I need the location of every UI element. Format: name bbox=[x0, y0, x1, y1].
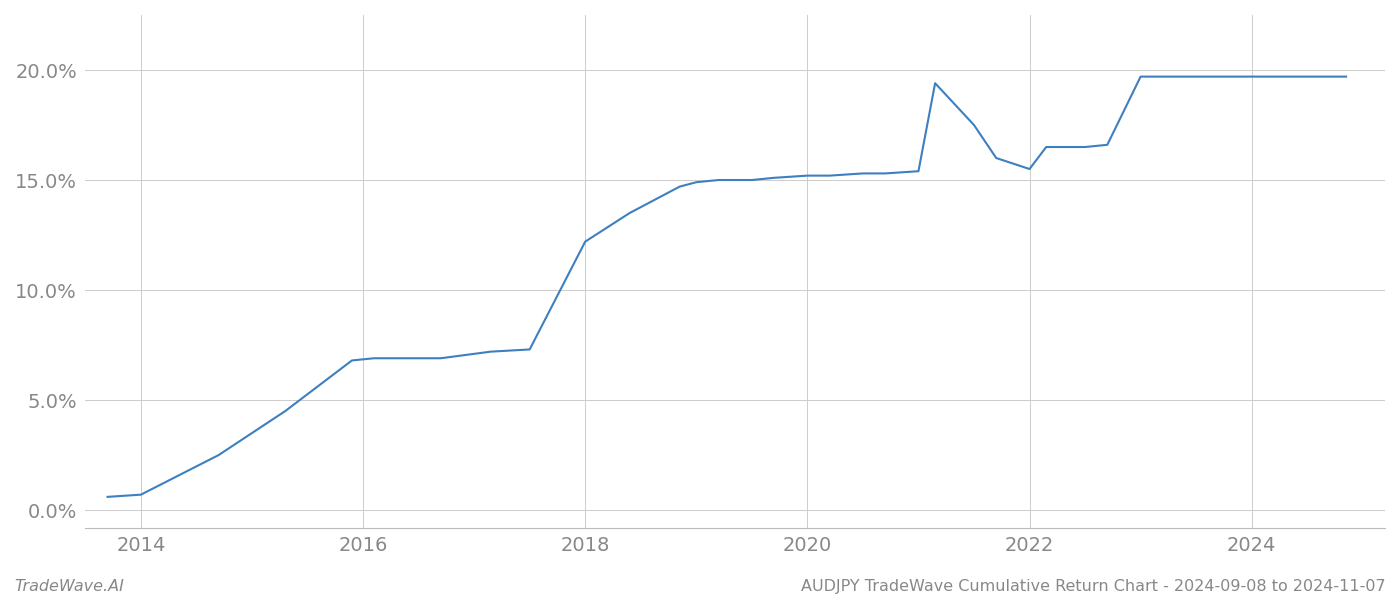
Text: AUDJPY TradeWave Cumulative Return Chart - 2024-09-08 to 2024-11-07: AUDJPY TradeWave Cumulative Return Chart… bbox=[801, 579, 1386, 594]
Text: TradeWave.AI: TradeWave.AI bbox=[14, 579, 123, 594]
